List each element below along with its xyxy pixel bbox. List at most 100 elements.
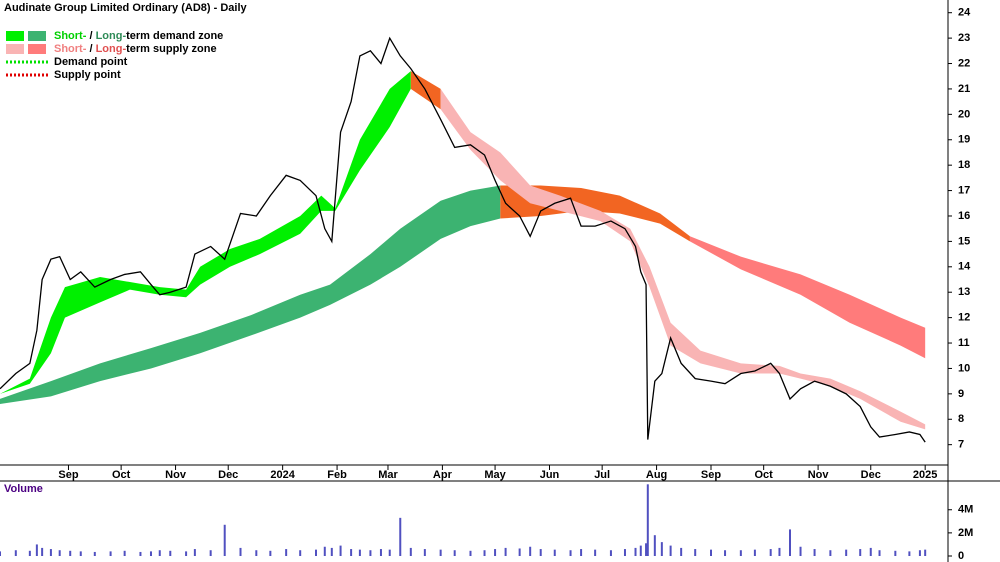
legend-text: Long- (96, 43, 127, 55)
y-tick-label: 2M (958, 527, 973, 539)
volume-bar (158, 550, 161, 556)
volume-bar (623, 549, 626, 556)
volume-bar (379, 549, 382, 556)
volume-bar (350, 549, 353, 556)
y-tick-label: 19 (958, 134, 970, 146)
volume-bar (453, 550, 456, 556)
volume-bar (239, 547, 242, 556)
volume-bar (680, 547, 683, 556)
volume-bar (358, 549, 361, 556)
volume-bar (639, 545, 642, 556)
x-tick-label: Dec (861, 469, 881, 481)
volume-bar (123, 550, 126, 556)
zone (689, 236, 926, 359)
legend-label: Demand point (54, 56, 128, 68)
volume-bar (669, 545, 672, 556)
volume-bar (553, 549, 556, 556)
volume-bar (829, 550, 832, 556)
x-tick-label: 2024 (270, 469, 295, 481)
volume-bar (339, 545, 342, 556)
volume-bar (724, 550, 727, 556)
x-tick-label: Jul (594, 469, 610, 481)
volume-bar (845, 549, 848, 556)
y-tick-label: 22 (958, 57, 970, 69)
y-tick-label: 4M (958, 504, 973, 516)
x-tick-label: Oct (754, 469, 773, 481)
volume-bar (694, 549, 697, 556)
legend-swatch (28, 31, 46, 41)
volume-bar (869, 547, 872, 556)
price-line (0, 36, 926, 443)
volume-bar (299, 550, 302, 556)
volume-bar (69, 550, 72, 556)
volume-bar (41, 547, 44, 556)
x-tick-label: May (484, 469, 506, 481)
volume-bar (594, 549, 597, 556)
volume-bar (49, 549, 52, 556)
volume-bar (609, 550, 612, 556)
volume-bar (409, 547, 412, 556)
y-tick-label: 7 (958, 439, 964, 451)
y-tick-label: 21 (958, 83, 970, 95)
volume-bar (0, 551, 1, 556)
x-tick-label: Oct (112, 469, 131, 481)
y-tick-label: 18 (958, 159, 970, 171)
volume-bar (483, 550, 486, 556)
legend-text: Short- (54, 43, 87, 55)
x-tick-label: Aug (646, 469, 667, 481)
volume-title: Volume (4, 483, 43, 495)
legend-text: term supply zone (126, 43, 216, 55)
volume-bar (330, 547, 333, 556)
chart-title: Audinate Group Limited Ordinary (AD8) - … (4, 2, 248, 14)
volume-bar (645, 543, 648, 556)
x-tick-label: 2025 (913, 469, 937, 481)
volume-bar (285, 549, 288, 556)
volume-bar (255, 550, 258, 556)
volume-bar (504, 547, 507, 556)
y-tick-label: 16 (958, 210, 970, 222)
y-tick-label: 15 (958, 235, 970, 247)
legend-swatch (6, 31, 24, 41)
legend-text: Long- (96, 30, 127, 42)
volume-bar (14, 550, 17, 556)
volume-bar (315, 549, 317, 556)
volume-bar (653, 535, 656, 556)
volume-bar (185, 551, 188, 556)
volume-bar (58, 550, 61, 556)
legend-swatch (6, 44, 24, 54)
y-tick-label: 23 (958, 32, 970, 44)
legend-text: Supply point (54, 69, 121, 81)
volume-bar (223, 524, 226, 556)
volume-bar (778, 547, 781, 556)
volume-bar (423, 549, 426, 556)
volume-bar (369, 550, 372, 556)
x-tick-label: Apr (433, 469, 453, 481)
zone (0, 185, 501, 405)
volume-bar (529, 546, 532, 556)
y-tick-label: 20 (958, 108, 970, 120)
legend-text: term demand zone (126, 30, 223, 42)
y-tick-label: 13 (958, 286, 970, 298)
x-tick-label: Dec (218, 469, 238, 481)
volume-bar (209, 550, 212, 556)
volume-bar (878, 550, 881, 556)
y-tick-label: 8 (958, 413, 964, 425)
x-tick-label: Mar (378, 469, 398, 481)
volume-bar (634, 547, 637, 556)
volume-bar (539, 549, 542, 556)
volume-bar (518, 548, 521, 556)
volume-bar (580, 549, 583, 556)
volume-bar (93, 551, 96, 556)
legend-text: Short- (54, 30, 87, 42)
volume-bar (149, 551, 152, 556)
x-tick-label: Nov (165, 469, 187, 481)
volume-bar (35, 544, 38, 556)
volume-bar (918, 550, 921, 556)
x-tick-label: Jun (540, 469, 560, 481)
legend-text: Demand point (54, 56, 128, 68)
volume-bar (469, 550, 472, 556)
y-tick-label: 11 (958, 337, 970, 349)
y-tick-label: 24 (958, 7, 971, 19)
volume-bar (388, 549, 391, 556)
